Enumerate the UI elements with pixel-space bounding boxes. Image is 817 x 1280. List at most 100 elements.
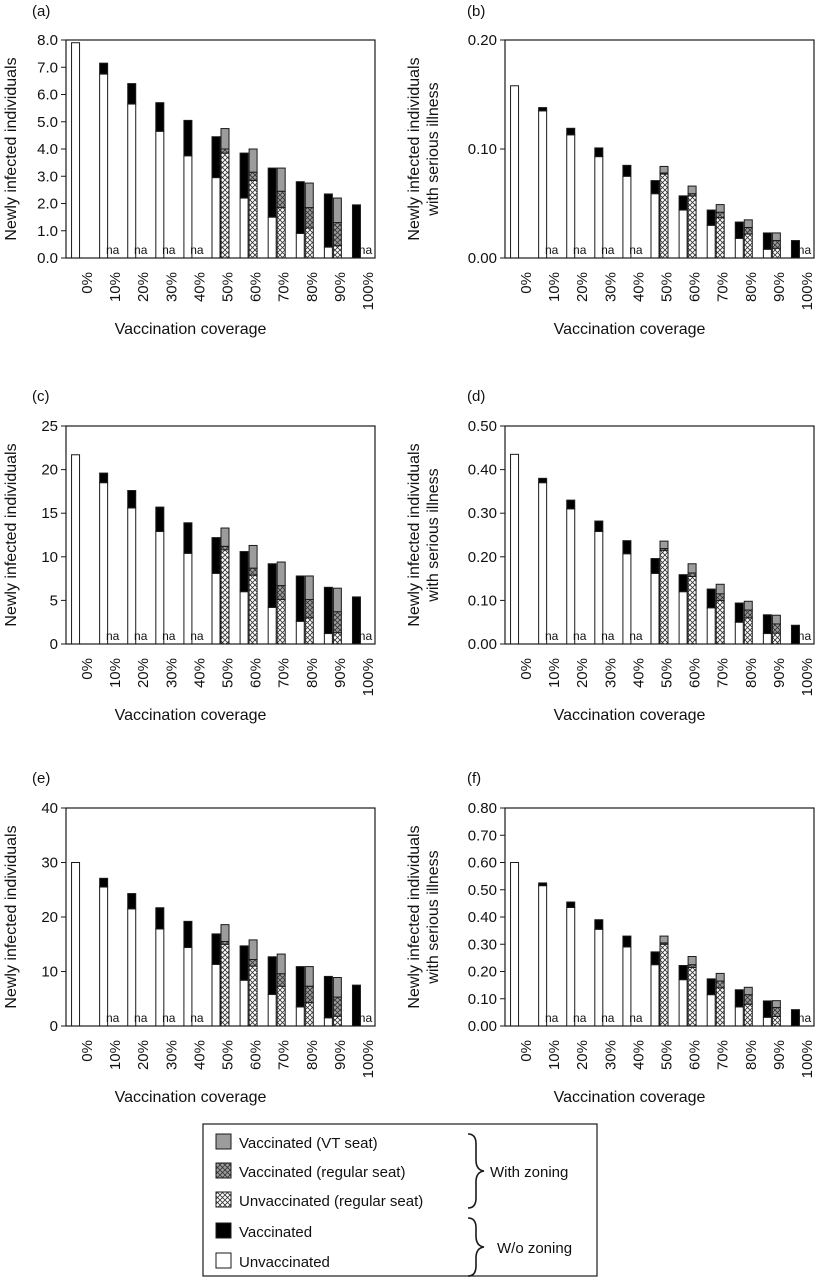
chart-panel: (f) 0.00 0.10 0.20 0.30 0.40 0.50 0.60 0.70 0.80 0… <box>406 770 816 1106</box>
bar-unvaccinated <box>211 572 221 645</box>
x-tick-label: 50% <box>659 658 676 688</box>
y-tick-label: 8.0 <box>37 32 58 49</box>
na-label: na <box>545 629 559 643</box>
x-tick-label: 60% <box>248 1040 265 1070</box>
bar-unvaccinated <box>155 130 165 259</box>
plot-frame <box>504 39 815 259</box>
bar-unvaccinated <box>267 993 277 1027</box>
bar-unvaccinated-regular-seat <box>276 985 286 1027</box>
bar-vaccinated-regular-seat <box>743 226 753 235</box>
bar-vaccinated-vt-seat <box>220 924 230 943</box>
y-tick-label: 0.60 <box>468 855 497 872</box>
x-tick-label: 20% <box>135 1040 152 1070</box>
y-tick-label: 1.0 <box>37 223 58 240</box>
panel-label: (c) <box>32 388 50 405</box>
bar-unvaccinated-regular-seat <box>332 245 342 259</box>
na-label: na <box>162 1011 176 1025</box>
bar-vaccinated <box>650 951 660 966</box>
bar-vaccinated <box>762 1000 772 1018</box>
x-tick-label: 10% <box>546 272 563 302</box>
bar-vaccinated-vt-seat <box>659 540 669 550</box>
bar-vaccinated-vt-seat <box>220 527 230 547</box>
y-tick-label: 7.0 <box>37 59 58 76</box>
bar-unvaccinated <box>510 862 520 1027</box>
na-label: na <box>190 1011 204 1025</box>
y-tick-label: 0.00 <box>468 1018 497 1035</box>
bar-vaccinated <box>127 893 137 910</box>
x-tick-label: 40% <box>191 272 208 302</box>
legend-label-vaccinated: Vaccinated <box>239 1224 312 1241</box>
bar-unvaccinated <box>323 246 333 259</box>
x-axis-label: Vaccination coverage <box>554 707 706 724</box>
x-tick-label: 60% <box>248 272 265 302</box>
bar-unvaccinated <box>155 531 165 645</box>
bar-unvaccinated-regular-seat <box>248 965 258 1027</box>
x-tick-label: 10% <box>107 658 124 688</box>
x-tick-label: 70% <box>715 1040 732 1070</box>
bar-vaccinated-vt-seat <box>276 953 286 975</box>
y-tick-label: 0.80 <box>468 800 497 817</box>
bar-vaccinated-regular-seat <box>332 996 342 1017</box>
na-label: na <box>629 1011 643 1025</box>
bar-vaccinated <box>594 520 604 533</box>
bar-unvaccinated <box>538 885 548 1027</box>
y-axis-label: Newly infected individuals <box>3 825 20 1008</box>
bar-vaccinated-vt-seat <box>276 167 286 192</box>
y-tick-label: 0.50 <box>468 882 497 899</box>
legend: Vaccinated (VT seat) Vaccinated (regular … <box>202 1123 598 1277</box>
x-tick-label: 30% <box>163 1040 180 1070</box>
bar-unvaccinated <box>762 248 772 259</box>
bar-vaccinated <box>566 127 576 136</box>
bar-vaccinated-regular-seat <box>276 585 286 601</box>
bar-vaccinated <box>650 558 660 574</box>
bar-vaccinated-regular-seat <box>771 623 781 634</box>
bar-unvaccinated <box>239 197 249 259</box>
na-label: na <box>573 243 587 257</box>
x-tick-label: 70% <box>715 272 732 302</box>
bar-unvaccinated-regular-seat <box>771 1015 781 1027</box>
x-tick-label: 100% <box>360 1040 377 1078</box>
bar-unvaccinated-regular-seat <box>687 966 697 1027</box>
bar-unvaccinated <box>566 134 576 259</box>
bar-vaccinated <box>566 901 576 908</box>
bar-vaccinated-vt-seat <box>304 575 314 601</box>
y-tick-label: 0.40 <box>468 909 497 926</box>
y-tick-label: 0.20 <box>468 964 497 981</box>
legend-group-with-zoning: With zoning <box>490 1164 568 1181</box>
legend-label-unvaccinated: Unvaccinated <box>239 1254 330 1271</box>
chart-panel: (c) 0 5 10 15 20 25 0% na 10% na 20% na 30% na 40% 50% 60… <box>3 388 377 724</box>
bar-vaccinated-vt-seat <box>715 972 725 982</box>
bar-unvaccinated <box>762 1016 772 1027</box>
brace-with-zoning <box>467 1133 485 1209</box>
bar-vaccinated-regular-seat <box>771 1006 781 1017</box>
bar-vaccinated-regular-seat <box>687 572 697 577</box>
bar-vaccinated <box>538 477 548 484</box>
x-tick-label: 10% <box>546 658 563 688</box>
bar-unvaccinated-regular-seat <box>248 574 258 645</box>
x-tick-label: 0% <box>518 1040 535 1062</box>
na-label: na <box>359 243 373 257</box>
bar-vaccinated <box>650 180 660 195</box>
bar-vaccinated-regular-seat <box>332 611 342 634</box>
bar-unvaccinated-regular-seat <box>743 233 753 259</box>
x-axis-label: Vaccination coverage <box>115 321 267 338</box>
bar-unvaccinated <box>323 633 333 645</box>
x-tick-label: 10% <box>546 1040 563 1070</box>
x-tick-label: 50% <box>220 658 237 688</box>
x-tick-label: 20% <box>574 272 591 302</box>
na-label: na <box>545 1011 559 1025</box>
bar-unvaccinated <box>594 531 604 645</box>
bar-unvaccinated-regular-seat <box>304 1002 314 1027</box>
bar-unvaccinated <box>211 963 221 1027</box>
bar-vaccinated <box>211 537 221 574</box>
bar-vaccinated-regular-seat <box>248 171 258 181</box>
x-tick-label: 10% <box>107 1040 124 1070</box>
bar-vaccinated-vt-seat <box>687 185 697 195</box>
bar-vaccinated <box>239 945 249 981</box>
x-tick-label: 60% <box>687 1040 704 1070</box>
x-tick-label: 50% <box>659 272 676 302</box>
bar-vaccinated <box>323 193 333 248</box>
na-label: na <box>545 243 559 257</box>
na-label: na <box>106 243 120 257</box>
